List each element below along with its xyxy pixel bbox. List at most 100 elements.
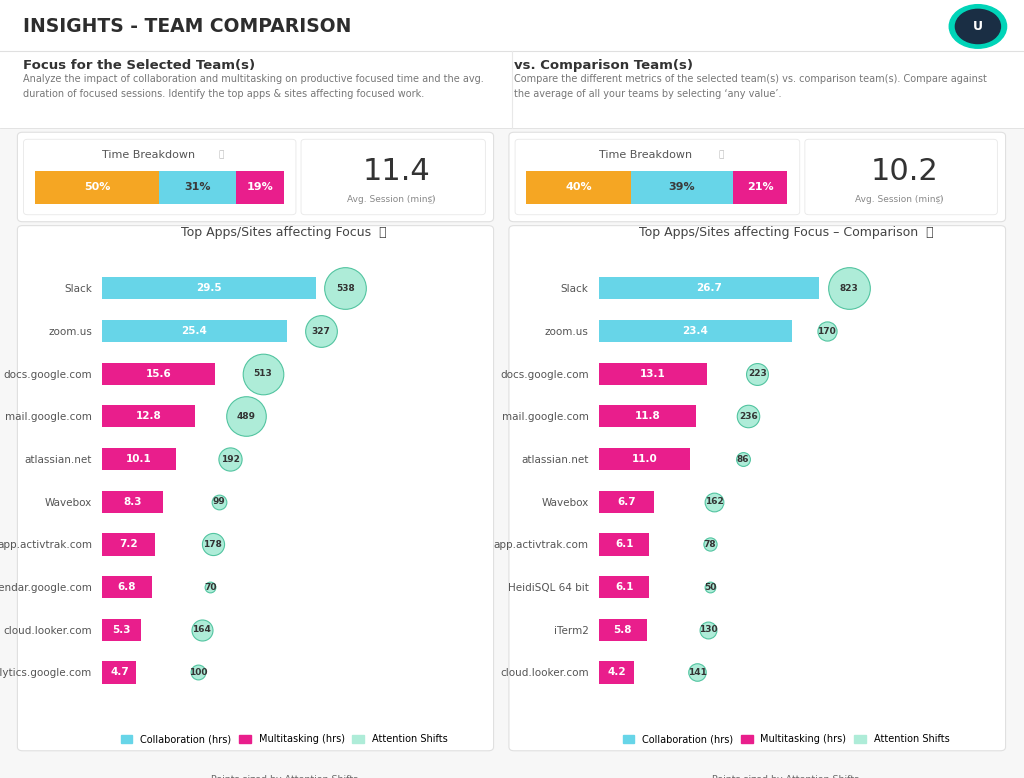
Text: Points sized by Attention Shifts: Points sized by Attention Shifts [713, 775, 859, 778]
Point [222, 453, 239, 465]
Text: 538: 538 [336, 284, 354, 293]
FancyBboxPatch shape [515, 139, 800, 215]
Text: Focus for the Selected Team(s): Focus for the Selected Team(s) [23, 59, 255, 72]
Point [740, 410, 757, 422]
Bar [599, 320, 792, 342]
Text: 162: 162 [705, 497, 723, 506]
Text: 23.4: 23.4 [682, 326, 709, 336]
FancyBboxPatch shape [509, 132, 1006, 222]
Bar [102, 320, 287, 342]
Text: Avg. Session (mins): Avg. Session (mins) [347, 195, 435, 205]
Text: 513: 513 [253, 370, 272, 378]
Circle shape [955, 9, 1000, 44]
Text: 6.8: 6.8 [118, 582, 136, 592]
Text: 39%: 39% [669, 183, 695, 192]
Text: 40%: 40% [565, 183, 592, 192]
Text: 25.4: 25.4 [181, 326, 208, 336]
Text: INSIGHTS - TEAM COMPARISON: INSIGHTS - TEAM COMPARISON [23, 17, 351, 36]
Bar [599, 576, 649, 598]
Bar [526, 171, 631, 204]
Bar [102, 277, 316, 300]
Bar [631, 171, 732, 204]
Text: 78: 78 [703, 540, 717, 549]
Bar [0, 0, 1024, 51]
Bar [160, 171, 237, 204]
Text: 50: 50 [703, 583, 716, 591]
Text: 178: 178 [204, 540, 222, 549]
Point [701, 581, 718, 594]
Point [202, 581, 218, 594]
Point [735, 453, 752, 465]
Point [189, 666, 206, 678]
Text: 164: 164 [193, 626, 211, 634]
Text: 6.1: 6.1 [614, 582, 634, 592]
FancyBboxPatch shape [24, 139, 296, 215]
Bar [102, 576, 152, 598]
Text: 10.1: 10.1 [126, 454, 152, 464]
Text: Top Apps/Sites affecting Focus  ⓘ: Top Apps/Sites affecting Focus ⓘ [181, 226, 387, 239]
Text: Avg. Session (mins): Avg. Session (mins) [855, 195, 943, 205]
Text: 99: 99 [213, 497, 225, 506]
Text: 12.8: 12.8 [136, 412, 162, 422]
Text: 21%: 21% [746, 183, 773, 192]
Text: 10.2: 10.2 [870, 157, 938, 186]
Text: Top Apps/Sites affecting Focus – Comparison  ⓘ: Top Apps/Sites affecting Focus – Compari… [639, 226, 933, 239]
Bar [102, 534, 155, 555]
Bar [237, 171, 284, 204]
Text: 5.3: 5.3 [113, 625, 131, 635]
Text: 31%: 31% [184, 183, 211, 192]
Bar [599, 448, 689, 470]
Text: 70: 70 [204, 583, 217, 591]
Text: ⓘ: ⓘ [719, 150, 724, 159]
Text: 489: 489 [237, 412, 256, 421]
Bar [599, 277, 819, 300]
Bar [599, 491, 654, 513]
FancyBboxPatch shape [17, 132, 494, 222]
Point [701, 538, 718, 551]
Text: 4.2: 4.2 [607, 668, 626, 678]
Text: 19%: 19% [247, 183, 273, 192]
Point [255, 367, 271, 380]
Bar [599, 619, 647, 641]
Bar [102, 491, 163, 513]
Bar [102, 405, 196, 427]
Bar [102, 448, 175, 470]
Text: 11.8: 11.8 [635, 412, 660, 422]
Text: 86: 86 [737, 454, 750, 464]
FancyBboxPatch shape [301, 139, 485, 215]
Text: 4.7: 4.7 [110, 668, 129, 678]
FancyBboxPatch shape [17, 226, 494, 751]
Bar [599, 661, 634, 684]
Text: vs. Comparison Team(s): vs. Comparison Team(s) [514, 59, 693, 72]
Point [749, 367, 765, 380]
Text: Points sized by Attention Shifts: Points sized by Attention Shifts [211, 775, 357, 778]
Bar [599, 534, 649, 555]
Bar [0, 51, 1024, 128]
Point [689, 666, 706, 678]
Point [841, 282, 857, 295]
Text: 50%: 50% [84, 183, 111, 192]
Circle shape [949, 5, 1007, 48]
Text: 15.6: 15.6 [146, 369, 172, 379]
Text: 7.2: 7.2 [119, 539, 138, 549]
Text: 130: 130 [698, 626, 717, 634]
Point [238, 410, 254, 422]
Bar [102, 619, 141, 641]
Legend: Collaboration (hrs), Multitasking (hrs), Attention Shifts: Collaboration (hrs), Multitasking (hrs),… [117, 731, 452, 748]
Text: 6.7: 6.7 [617, 497, 636, 506]
FancyBboxPatch shape [509, 226, 1006, 751]
Text: Time Breakdown: Time Breakdown [101, 150, 195, 160]
Bar [599, 363, 707, 385]
Text: 5.8: 5.8 [613, 625, 632, 635]
Point [818, 325, 835, 338]
Text: 6.1: 6.1 [614, 539, 634, 549]
Text: 26.7: 26.7 [696, 283, 722, 293]
Text: ⓘ: ⓘ [218, 150, 223, 159]
Text: 170: 170 [817, 327, 837, 335]
Point [211, 496, 227, 508]
Text: 100: 100 [188, 668, 207, 677]
Text: ⓘ: ⓘ [429, 195, 434, 205]
Text: 192: 192 [220, 454, 240, 464]
Text: 141: 141 [688, 668, 707, 677]
Point [194, 623, 210, 636]
